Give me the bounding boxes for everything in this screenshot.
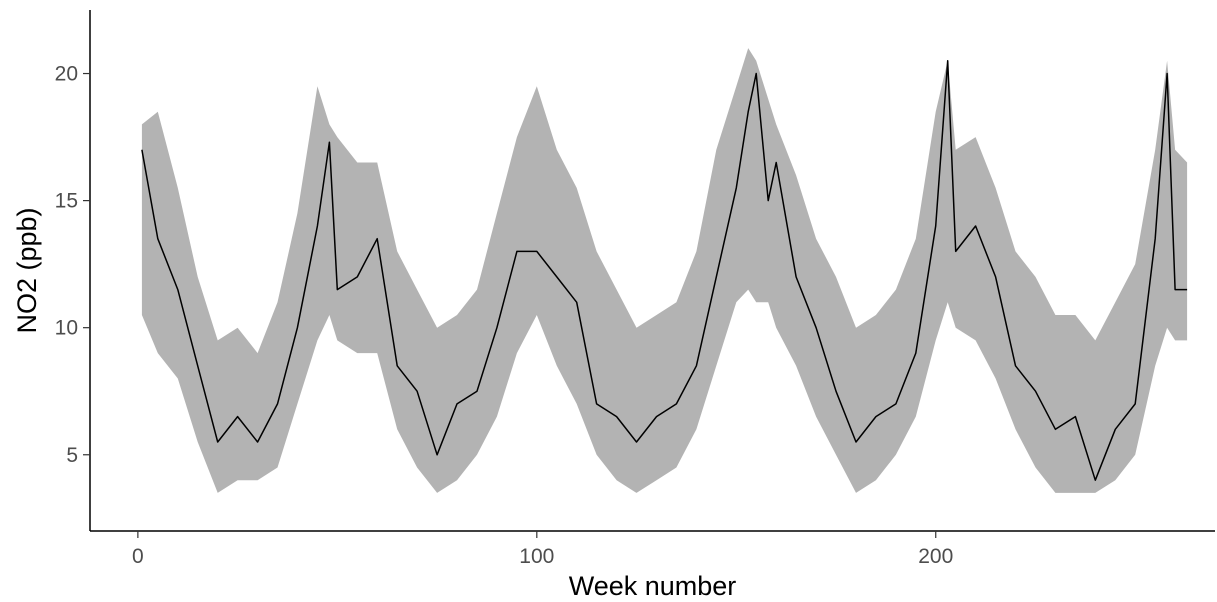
confidence-band: [141, 48, 1188, 493]
x-tick-label: 200: [918, 545, 953, 568]
x-ticks: 0 100 200: [132, 531, 953, 568]
y-tick-label: 10: [55, 317, 78, 340]
y-ticks: 5 10 15 20: [55, 63, 90, 467]
y-tick-label: 20: [55, 63, 78, 86]
axes: 0 100 200 5 10 15 20: [55, 10, 1215, 568]
y-tick-label: 15: [55, 190, 78, 213]
series-line: [141, 60, 1188, 481]
y-tick-label: 5: [66, 444, 78, 467]
y-axis-title: NO2 (ppb): [12, 207, 42, 333]
x-tick-label: 0: [132, 545, 144, 568]
x-tick-label: 100: [519, 545, 554, 568]
plot-area: [141, 48, 1188, 493]
x-axis-title: Week number: [569, 571, 737, 601]
